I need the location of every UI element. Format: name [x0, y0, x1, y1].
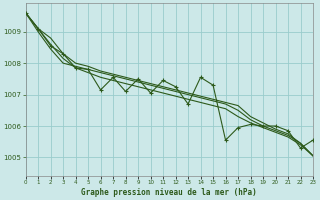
X-axis label: Graphe pression niveau de la mer (hPa): Graphe pression niveau de la mer (hPa)	[82, 188, 257, 197]
